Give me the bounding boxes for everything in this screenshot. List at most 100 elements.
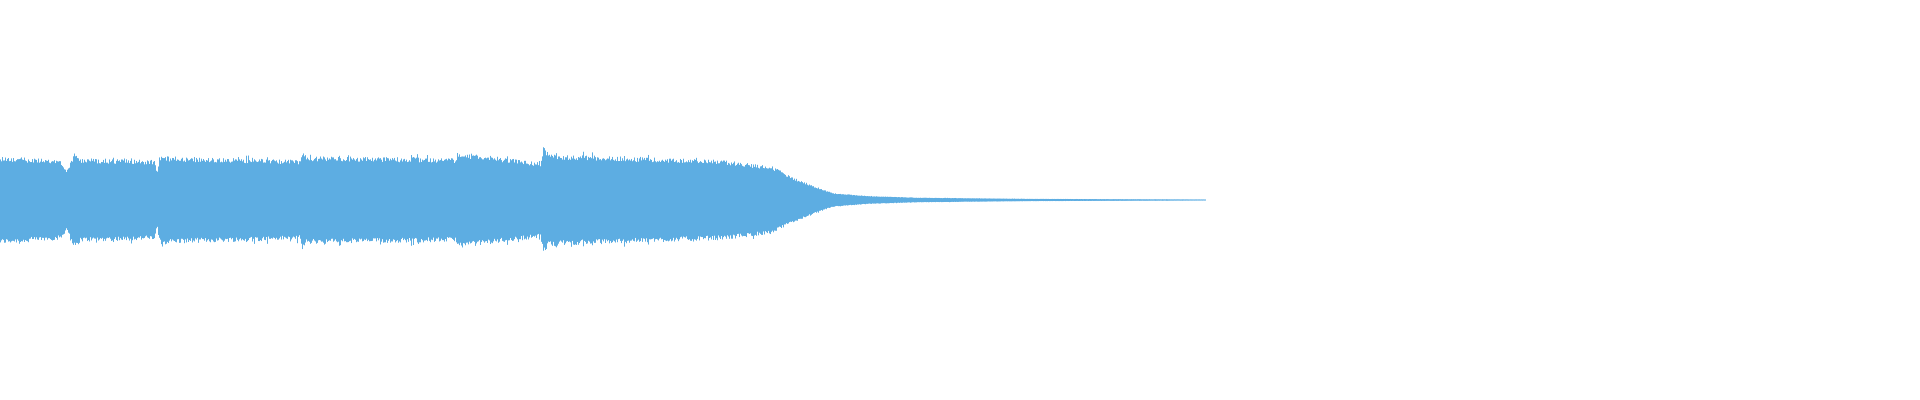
waveform-sample — [564, 159, 565, 245]
waveform-sample — [543, 147, 544, 251]
waveform-sample — [604, 158, 605, 240]
waveform-sample — [691, 162, 692, 241]
waveform-sample — [196, 157, 197, 240]
waveform-sample — [374, 159, 375, 239]
waveform-sample — [317, 161, 318, 243]
waveform-sample — [53, 161, 54, 241]
waveform-sample — [532, 165, 533, 237]
waveform-sample — [681, 160, 682, 237]
waveform-sample — [611, 159, 612, 243]
waveform-sample — [41, 158, 42, 241]
waveform-sample — [508, 162, 509, 241]
waveform-sample — [258, 161, 259, 242]
waveform-sample — [704, 159, 705, 239]
waveform-sample — [353, 158, 354, 240]
waveform-sample — [693, 160, 694, 242]
waveform-sample — [147, 160, 148, 238]
waveform-sample — [231, 161, 232, 240]
waveform-sample — [471, 153, 472, 243]
waveform-sample — [526, 163, 527, 240]
waveform-sample — [399, 162, 400, 242]
waveform-sample — [51, 161, 52, 240]
waveform-sample — [638, 161, 639, 240]
waveform-sample — [792, 177, 793, 222]
waveform-sample — [332, 157, 333, 239]
waveform-sample — [349, 161, 350, 242]
waveform-sample — [169, 161, 170, 241]
waveform-sample — [788, 175, 789, 224]
waveform-sample — [797, 181, 798, 221]
waveform-sample — [414, 157, 415, 239]
waveform-sample — [427, 154, 428, 242]
waveform-sample — [312, 161, 313, 241]
waveform-sample — [462, 156, 463, 248]
waveform-sample — [680, 158, 681, 238]
waveform-sample — [356, 159, 357, 243]
waveform-sample — [108, 163, 109, 239]
waveform-sample — [546, 155, 547, 249]
waveform-sample — [468, 157, 469, 245]
waveform-sample — [773, 169, 774, 233]
waveform-sample — [448, 158, 449, 238]
waveform-sample — [348, 155, 349, 243]
waveform-sample — [608, 158, 609, 241]
waveform-sample — [80, 159, 81, 238]
waveform-sample — [694, 159, 695, 240]
waveform-sample — [368, 159, 369, 240]
waveform-sample — [696, 157, 697, 241]
waveform-sample — [81, 162, 82, 240]
waveform-sample — [480, 157, 481, 245]
waveform-sample — [268, 160, 269, 237]
waveform-sample — [568, 159, 569, 242]
waveform-sample — [447, 160, 448, 238]
waveform-sample — [676, 160, 677, 238]
waveform-sample — [472, 155, 473, 242]
waveform-sample — [656, 162, 657, 239]
waveform-sample — [22, 159, 23, 242]
waveform-sample — [50, 163, 51, 240]
waveform-sample — [630, 160, 631, 241]
waveform-sample — [413, 157, 414, 246]
waveform-sample — [40, 161, 41, 238]
waveform-sample — [172, 157, 173, 240]
waveform-sample — [637, 157, 638, 241]
waveform-sample — [155, 165, 156, 234]
waveform-sample — [19, 159, 20, 244]
waveform-sample — [673, 158, 674, 238]
waveform-sample — [505, 158, 506, 241]
waveform-sample — [363, 157, 364, 241]
waveform-sample — [506, 158, 507, 240]
waveform-sample — [777, 169, 778, 228]
waveform-sample — [475, 155, 476, 246]
waveform-sample — [633, 160, 634, 241]
waveform-sample — [405, 161, 406, 241]
waveform-sample — [516, 159, 517, 238]
waveform-sample — [679, 162, 680, 240]
waveform-sample — [601, 160, 602, 245]
waveform-sample — [365, 157, 366, 241]
waveform-sample — [769, 167, 770, 234]
waveform-sample — [69, 167, 70, 234]
waveform-sample — [73, 156, 74, 245]
waveform-sample — [285, 159, 286, 238]
waveform-sample — [379, 158, 380, 239]
waveform-sample — [566, 157, 567, 242]
waveform-sample — [731, 162, 732, 239]
waveform-sample — [410, 161, 411, 241]
waveform-sample — [185, 161, 186, 240]
waveform-sample — [703, 162, 704, 240]
waveform-sample — [687, 162, 688, 240]
waveform-sample — [244, 162, 245, 241]
waveform-sample — [753, 164, 754, 239]
waveform-sample — [93, 158, 94, 238]
waveform-sample — [378, 157, 379, 241]
waveform-sample — [479, 157, 480, 241]
waveform-sample — [805, 184, 806, 218]
waveform-sample — [247, 163, 248, 242]
waveform-sample — [198, 161, 199, 243]
waveform-sample — [358, 161, 359, 242]
waveform-sample — [407, 162, 408, 240]
waveform-sample — [515, 159, 516, 237]
waveform-sample — [443, 161, 444, 241]
waveform-sample — [339, 155, 340, 246]
